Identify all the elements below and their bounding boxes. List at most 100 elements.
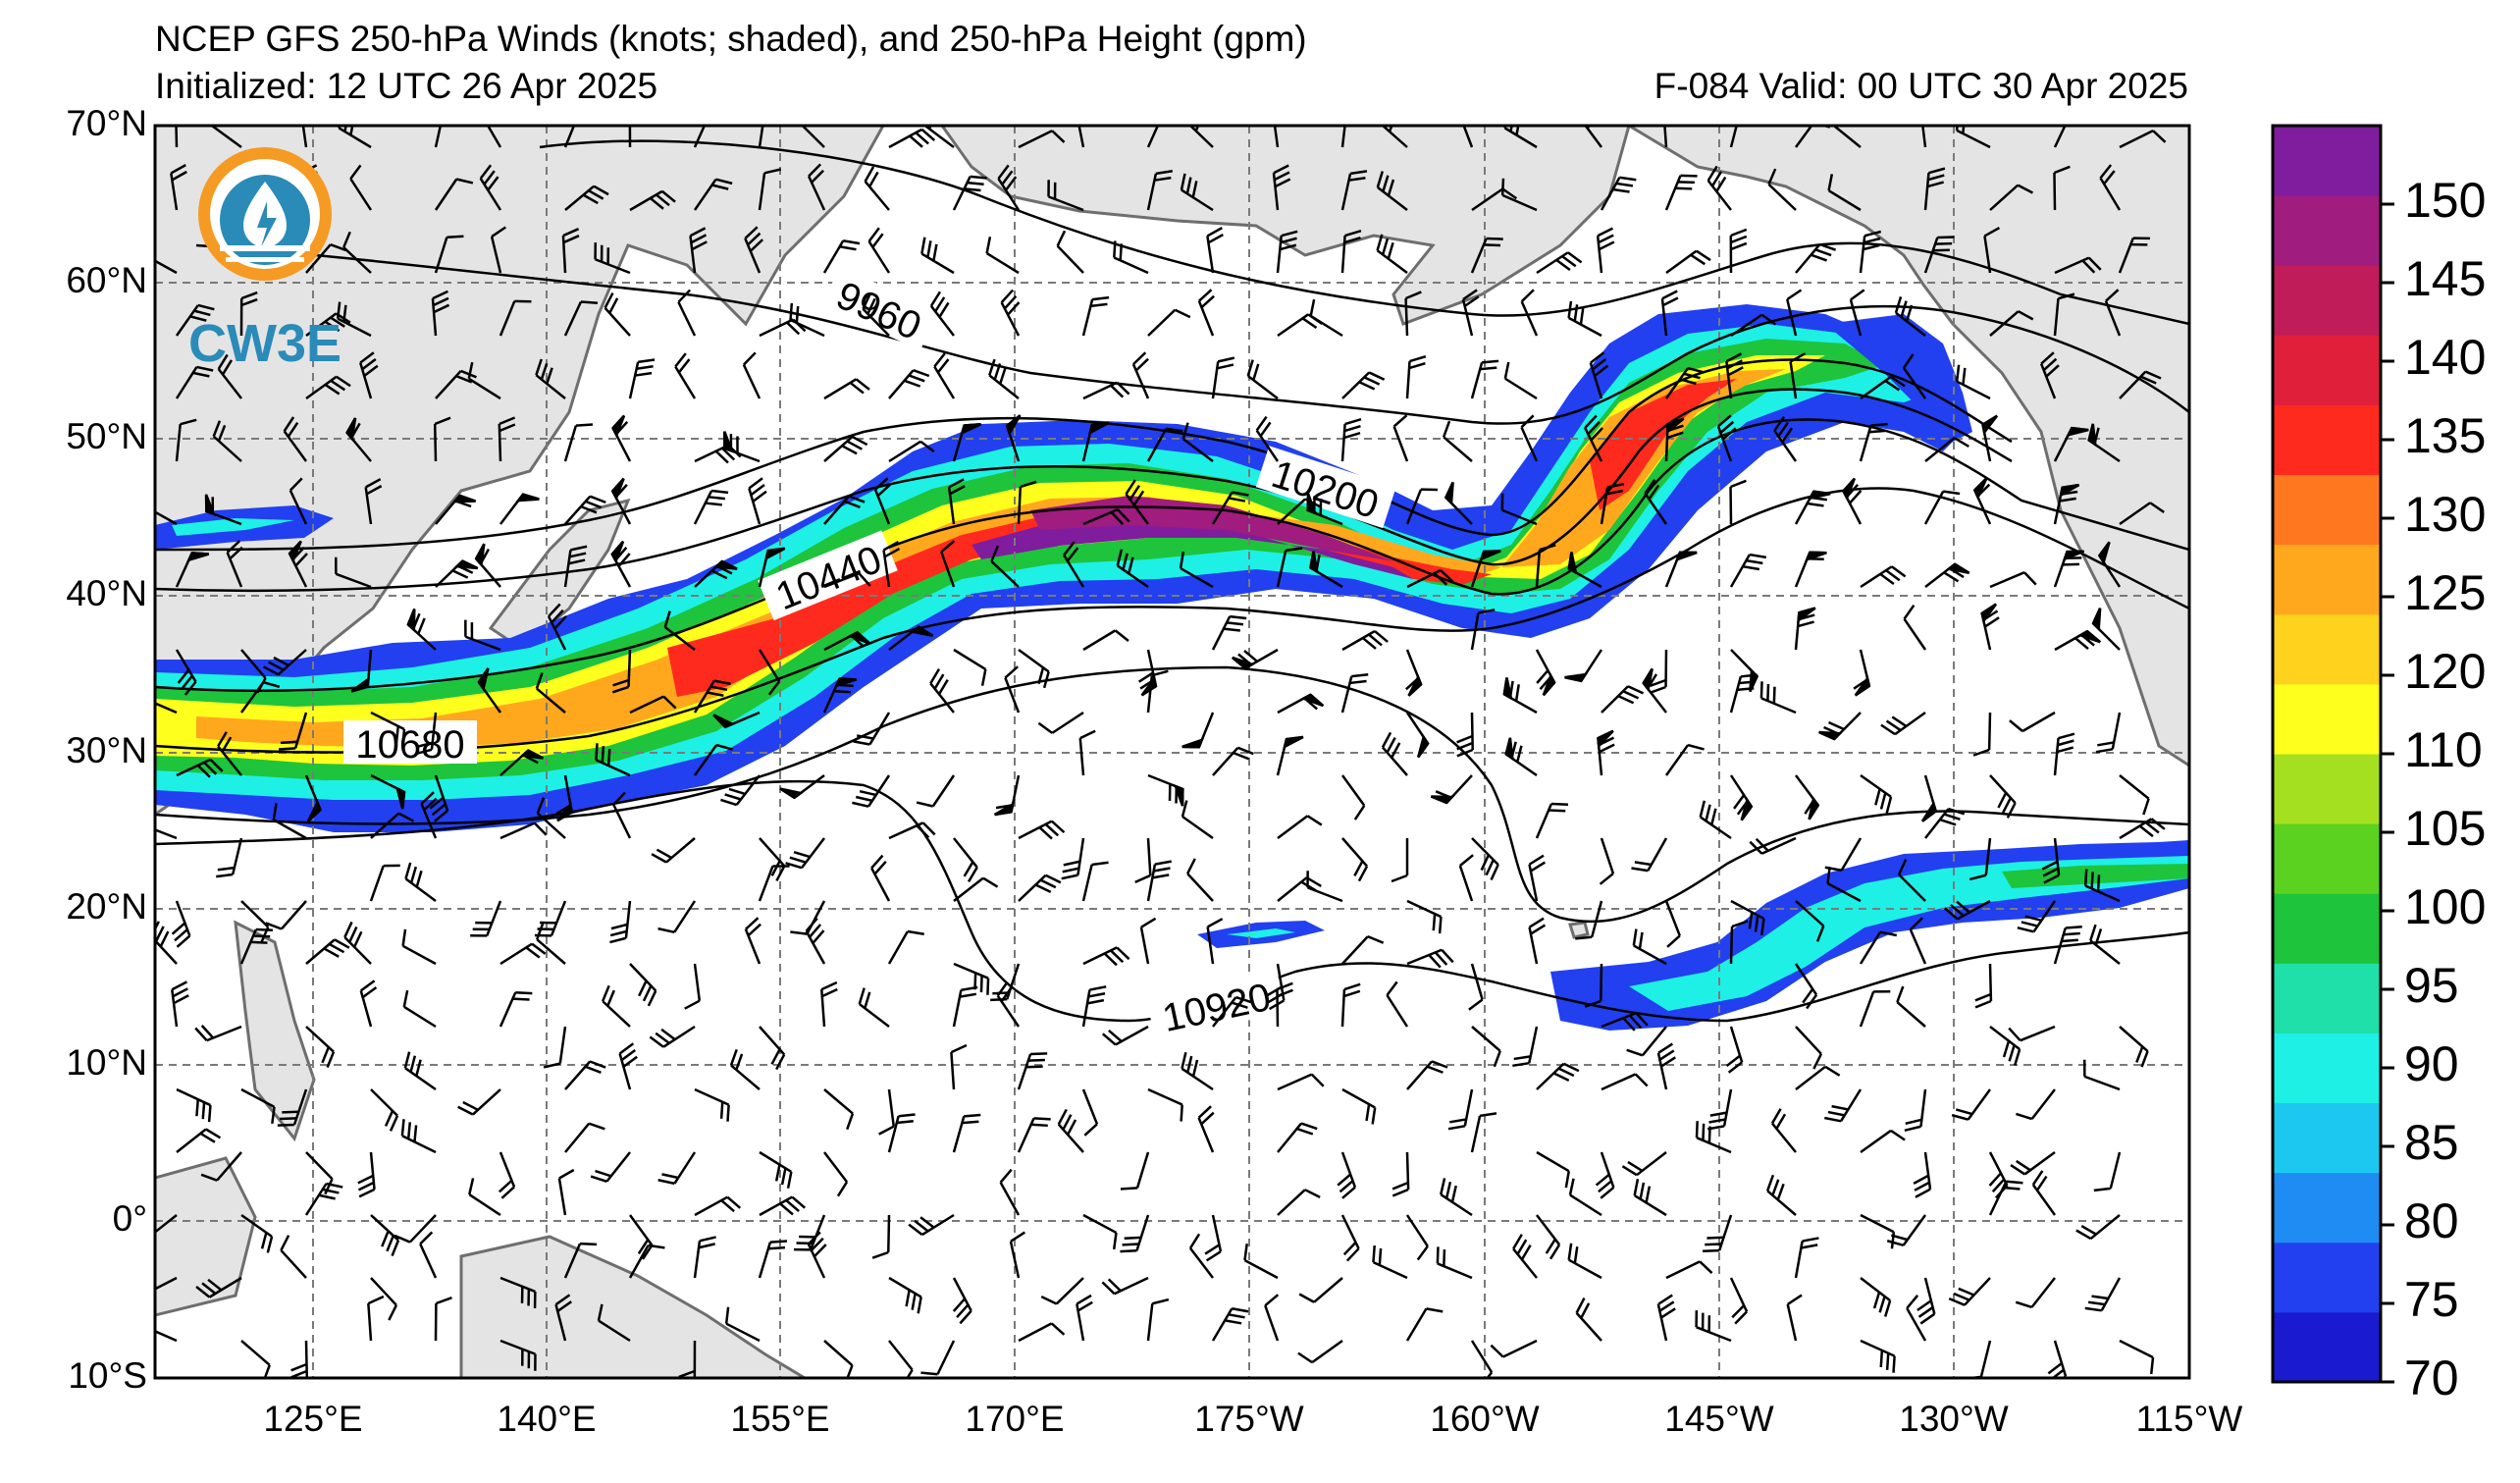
wind-barb [759,1195,807,1217]
wind-barb [1297,1339,1343,1364]
wind-barb [1795,1065,1841,1090]
wind-barb [758,649,781,696]
colorbar-segment [2273,683,2381,755]
wind-barb [2089,924,2121,965]
wind-barb [1211,614,1247,651]
wind-barb [1376,171,1408,211]
wind-barb [564,1060,606,1090]
wind-barb [1386,980,1409,1028]
wind-barb [1644,478,1668,525]
wind-barb [1794,551,1827,588]
wind-barb [1004,665,1021,714]
wind-barb [1656,1294,1676,1342]
wind-barb [1306,871,1343,903]
wind-barb [674,352,697,399]
wind-barb [1665,1260,1713,1280]
wind-barb [176,1128,222,1153]
wind-barb [1340,170,1368,211]
wind-barb [1146,1298,1170,1342]
wind-barb [1795,242,1837,274]
colorbar-segment [2273,544,2381,615]
colorbar-segment [2273,474,2381,546]
wind-barb [1656,1042,1676,1090]
wind-barb [536,923,566,965]
lon-label: 160°W [1430,1399,1540,1439]
wind-barb [2119,502,2165,526]
wind-barb [1859,230,1882,274]
lat-label: 40°N [66,573,147,613]
wind-barb [1406,568,1454,589]
wind-barb [272,803,307,840]
wind-barb [823,572,871,589]
wind-barb [1983,227,2001,274]
colorbar-tick-label: 95 [2404,958,2459,1013]
wind-barb [1146,170,1173,211]
wind-barb [1197,1105,1215,1153]
wind-barb [200,1151,242,1182]
wind-barb [1271,126,1280,148]
wind-barb [563,126,581,148]
wind-barb [952,985,978,1028]
wind-barb [1436,1246,1473,1280]
wind-barb [1520,289,1539,337]
wind-barb [1626,1026,1667,1057]
wind-barb [1528,917,1547,965]
wind-barb [404,862,437,903]
wind-barb [435,559,479,588]
wind-barb [1699,800,1732,840]
wind-barb [1827,174,1862,212]
map-title: NCEP GFS 250-hPa Winds (knots; shaded), … [155,19,1307,59]
wind-barb [1567,1243,1602,1280]
philippines [234,920,316,1142]
colorbar-segment [2273,265,2381,336]
wind-barb [1575,1298,1602,1342]
wind-barb [536,797,566,839]
wind-barb [862,292,890,337]
wind-barb [1536,1214,1561,1260]
wind-barb [240,1340,271,1378]
wind-barb [1989,1026,2021,1066]
wind-barb [1181,1051,1214,1091]
wind-barb [345,417,372,462]
wind-barb [744,226,764,274]
wind-barb [1457,126,1474,148]
colorbar: 70 75 80 85 90 95 100 105 110 120 125 130 135 140 145 1… [2271,124,2486,1405]
wind-barb [1181,422,1214,462]
wind-barb [1725,1026,1744,1074]
wind-barb [1520,414,1539,462]
wind-barb [555,774,574,822]
wind-barb [155,253,178,275]
wind-barb [1082,946,1130,967]
wind-barb [1490,1339,1538,1358]
wind-barb [1773,416,1798,462]
wind-barb [1082,1213,1118,1250]
wind-barb [1894,296,1926,337]
wind-barb [1471,187,1518,212]
wind-barb [1272,164,1291,211]
wind-barb [1131,351,1150,399]
wind-barb [370,773,406,810]
wind-barb [217,731,242,776]
wind-barb [547,603,567,651]
wind-barb [1470,1112,1497,1153]
wind-barb [1503,361,1538,400]
wind-barb [1729,553,1767,588]
wind-barb [265,900,307,930]
wind-barb [694,1087,730,1122]
wind-barb [1340,774,1366,821]
wind-barb [2084,1277,2122,1312]
lat-label: 30°N [66,730,147,770]
wind-barb [1309,298,1343,338]
wind-barb [1662,126,1668,148]
wind-barb [278,712,308,751]
wind-barb [618,1042,638,1090]
wind-barb [1923,490,1961,525]
wind-barb [888,821,936,840]
wind-barb [1906,1295,1927,1342]
lon-label: 130°W [1899,1399,2009,1439]
wind-barb [1567,552,1602,589]
lightning-icon [257,201,277,247]
logo-text: CW3E [188,314,341,373]
wind-barb [887,929,924,965]
